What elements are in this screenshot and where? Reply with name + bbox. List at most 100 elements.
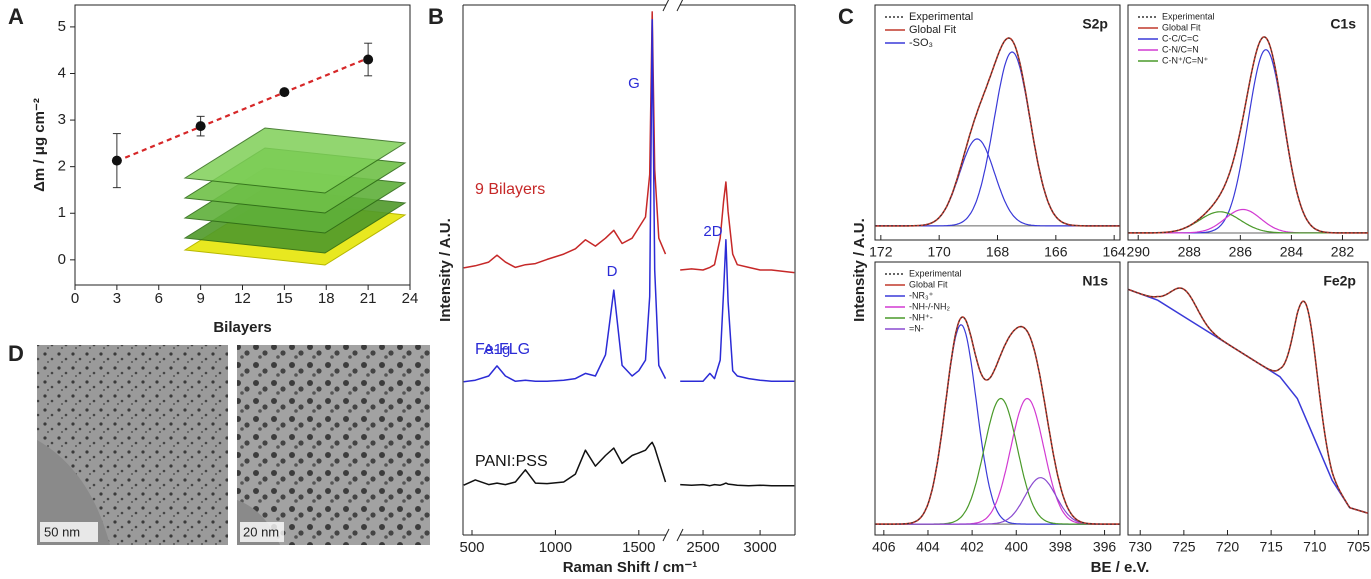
- x-tick-label: 398: [1049, 539, 1073, 555]
- x-tick-label: 1500: [622, 539, 655, 556]
- x-tick-label: 290: [1127, 244, 1151, 260]
- scale-box: [240, 522, 284, 542]
- x-tick-label: 6: [155, 290, 163, 307]
- series-label: Fe-FLG: [475, 341, 530, 358]
- x-tick-label: 406: [872, 539, 896, 555]
- x-tick-label: 3: [113, 290, 121, 307]
- x-tick-label: 15: [276, 290, 293, 307]
- fit-line: [116, 57, 369, 163]
- data-point: [279, 87, 290, 98]
- x-tick-label: 715: [1259, 539, 1283, 555]
- scale-box: [40, 522, 98, 542]
- scale-label: 50 nm: [44, 524, 80, 539]
- legend-label: Global Fit: [909, 24, 956, 36]
- x-tick-label: 730: [1129, 539, 1153, 555]
- x-tick-label: 725: [1172, 539, 1196, 555]
- x-tick-label: 164: [1102, 244, 1126, 260]
- legend-label: Experimental: [909, 11, 973, 23]
- x-tick-label: 3000: [743, 539, 776, 556]
- inset-illustration: [183, 127, 407, 266]
- x-axis-label: Raman Shift / cm⁻¹: [563, 559, 698, 576]
- panel-letter: A: [8, 4, 24, 29]
- peak-label: A1g: [484, 341, 511, 358]
- x-tick-label: 18: [318, 290, 335, 307]
- x-tick-label: 166: [1044, 244, 1068, 260]
- x-tick-label: 12: [234, 290, 251, 307]
- legend-label: Experimental: [1162, 11, 1215, 21]
- panel-title: N1s: [1082, 273, 1108, 289]
- panel-letter: B: [428, 4, 444, 29]
- x-tick-label: 396: [1093, 539, 1117, 555]
- peak-label: D: [607, 263, 618, 280]
- panel-letter: C: [838, 4, 854, 29]
- tem-image: [237, 345, 430, 545]
- axis-break: [676, 0, 684, 12]
- x-tick-label: 2500: [686, 539, 719, 556]
- y-tick-label: 2: [58, 158, 66, 175]
- data-point: [195, 121, 206, 132]
- scale-label: 20 nm: [243, 524, 279, 539]
- legend-label: =N-: [909, 323, 924, 333]
- panel-title: C1s: [1330, 16, 1356, 32]
- component-peak: [1128, 208, 1368, 234]
- spectrum-line: [463, 441, 795, 487]
- axis-break: [676, 528, 684, 542]
- x-tick-label: 168: [986, 244, 1010, 260]
- component-peak: [875, 51, 1120, 227]
- x-axis-label: BE / e.V.: [1091, 559, 1150, 576]
- global-fit: [875, 316, 1120, 525]
- axis-break: [662, 528, 670, 542]
- legend-label: -NH⁺-: [909, 312, 933, 322]
- spectrum-line: [463, 19, 795, 383]
- y-axis-label: Δm / μg cm⁻²: [31, 98, 48, 192]
- component-peak: [875, 324, 1120, 525]
- x-tick-label: 170: [927, 244, 951, 260]
- y-tick-label: 3: [58, 111, 66, 128]
- legend-label: Global Fit: [1162, 22, 1201, 32]
- legend-label: -NH-/-NH₂: [909, 301, 950, 311]
- spectrum-line: [463, 11, 795, 274]
- x-tick-label: 400: [1005, 539, 1029, 555]
- legend-label: -SO₃: [909, 37, 933, 49]
- x-axis-label: Bilayers: [213, 319, 271, 336]
- x-tick-label: 500: [459, 539, 484, 556]
- peak-label: 2D: [703, 223, 722, 240]
- x-tick-label: 0: [71, 290, 79, 307]
- legend-label: Global Fit: [909, 279, 948, 289]
- panel-title: S2p: [1082, 16, 1108, 32]
- plot-frame: [874, 261, 1121, 536]
- component-peak: [875, 477, 1120, 525]
- axis-break: [662, 0, 670, 12]
- y-tick-label: 4: [58, 64, 66, 81]
- x-tick-label: 1000: [539, 539, 572, 556]
- experimental-line: [1127, 287, 1369, 514]
- global-fit: [875, 37, 1120, 227]
- data-point: [111, 155, 122, 166]
- panel-letter: D: [8, 341, 24, 366]
- x-tick-label: 21: [360, 290, 377, 307]
- x-tick-label: 404: [916, 539, 940, 555]
- y-tick-label: 0: [58, 251, 66, 268]
- experimental-line: [875, 37, 1120, 227]
- legend-label: -NR₃⁺: [909, 290, 934, 300]
- background-line: [1127, 288, 1369, 514]
- series-label: PANI:PSS: [475, 453, 548, 470]
- component-peak: [1128, 211, 1368, 234]
- x-tick-label: 288: [1178, 244, 1202, 260]
- component-peak: [875, 397, 1120, 525]
- experimental-line: [875, 316, 1120, 525]
- legend-label: Experimental: [909, 268, 962, 278]
- legend-label: C-C/C=C: [1162, 33, 1199, 43]
- experimental-line: [1128, 36, 1368, 234]
- tem-substrate: [37, 440, 110, 545]
- x-tick-label: 172: [869, 244, 893, 260]
- panel-title: Fe2p: [1323, 273, 1356, 289]
- legend-label: C-N/C=N: [1162, 44, 1199, 54]
- legend-label: C-N⁺/C=N⁺: [1162, 55, 1209, 65]
- component-peak: [875, 397, 1120, 525]
- component-peak: [1128, 49, 1368, 234]
- data-point: [363, 54, 374, 65]
- y-tick-label: 5: [58, 18, 66, 35]
